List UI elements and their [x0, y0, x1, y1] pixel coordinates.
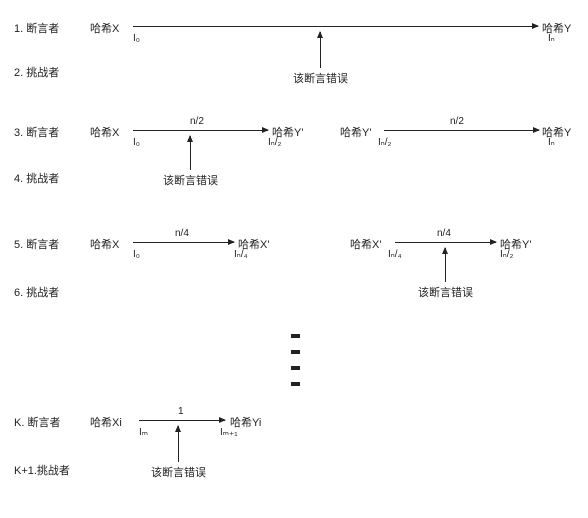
row5-arrow1 — [133, 242, 234, 243]
row5-hashXp2: 哈希X' — [350, 236, 381, 252]
row3-In2a: Iₙ/₂ — [268, 137, 281, 148]
row3-arrow1 — [133, 130, 268, 131]
ellipsis-dot-1 — [291, 334, 300, 338]
row3-top2: n/2 — [450, 116, 464, 127]
row4-error: 该断言错误 — [163, 172, 218, 188]
row5-top2: n/4 — [437, 228, 451, 239]
row2-error: 该断言错误 — [293, 70, 348, 86]
row1-In: Iₙ — [548, 33, 555, 44]
row3-hashYp2: 哈希Y' — [340, 124, 371, 140]
row5-In4a: Iₙ/₄ — [234, 249, 248, 260]
row2-varrow — [320, 32, 321, 68]
row6-error: 该断言错误 — [418, 284, 473, 300]
row1-hashX: 哈希X — [90, 20, 119, 36]
row2-label: 2. 挑战者 — [14, 64, 59, 80]
row6-varrow — [445, 248, 446, 282]
row5-I0: I₀ — [133, 249, 140, 260]
rowk1-error: 该断言错误 — [151, 464, 206, 480]
row6-label: 6. 挑战者 — [14, 284, 59, 300]
row5-In2: Iₙ/₂ — [500, 249, 513, 260]
row4-varrow — [190, 136, 191, 170]
row5-top1: n/4 — [175, 228, 189, 239]
row3-In2b: Iₙ/₂ — [378, 137, 391, 148]
rowk-hashXi: 哈希Xi — [90, 414, 122, 430]
ellipsis-dot-2 — [291, 350, 300, 354]
ellipsis-dot-4 — [291, 382, 300, 386]
row5-In4b: Iₙ/₄ — [388, 249, 402, 260]
row3-arrow2 — [384, 130, 539, 131]
ellipsis-dot-3 — [291, 366, 300, 370]
row1-I0: I₀ — [133, 33, 140, 44]
row5-hashX: 哈希X — [90, 236, 119, 252]
row3-top1: n/2 — [190, 116, 204, 127]
row1-hashY: 哈希Y — [542, 20, 571, 36]
rowk-arrow — [139, 420, 225, 421]
row3-hashY: 哈希Y — [542, 124, 571, 140]
row3-In: Iₙ — [548, 137, 555, 148]
rowk-Im1: Iₘ₊₁ — [220, 427, 238, 438]
row4-label: 4. 挑战者 — [14, 170, 59, 186]
row3-I0: I₀ — [133, 137, 140, 148]
row5-arrow2 — [395, 242, 496, 243]
rowk1-varrow — [178, 426, 179, 462]
rowk-Im: Iₘ — [139, 427, 148, 438]
diagram-canvas: 1. 断言者 哈希X 哈希Y I₀ Iₙ 2. 挑战者 该断言错误 3. 断言者… — [0, 0, 588, 518]
row5-label: 5. 断言者 — [14, 236, 59, 252]
row1-arrow — [133, 26, 538, 27]
row3-label: 3. 断言者 — [14, 124, 59, 140]
rowk1-label: K+1.挑战者 — [14, 462, 70, 478]
rowk-top: 1 — [178, 406, 184, 417]
row1-label: 1. 断言者 — [14, 20, 59, 36]
rowk-label: K. 断言者 — [14, 414, 60, 430]
row3-hashX: 哈希X — [90, 124, 119, 140]
